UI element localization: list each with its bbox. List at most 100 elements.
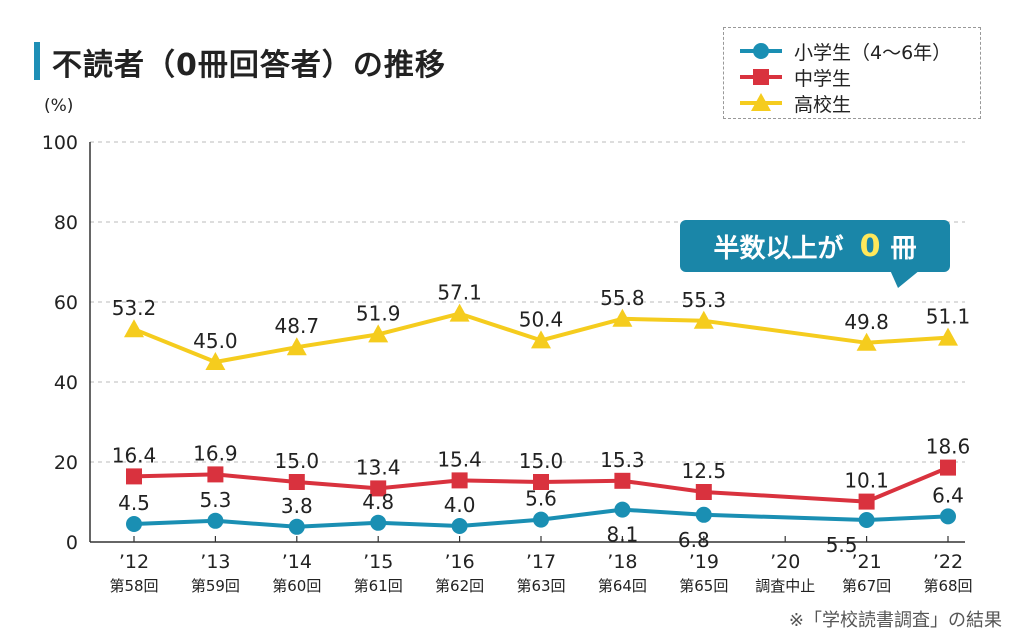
elementary-data-label: 4.0 (444, 493, 476, 517)
high-point (693, 310, 714, 329)
y-tick-label: 100 (42, 132, 78, 154)
middle-point (451, 472, 468, 489)
chart-title: 不読者（0冊回答者）の推移 (52, 48, 446, 83)
x-tick-label-year: ’20 (770, 551, 800, 573)
x-tick-label-year: ’19 (689, 551, 719, 573)
middle-data-label: 15.3 (600, 448, 645, 472)
middle-point (533, 474, 549, 490)
x-tick-label-year: ’17 (526, 551, 556, 573)
elementary-data-label: 5.6 (525, 487, 557, 511)
high-point (612, 308, 633, 327)
middle-point (614, 472, 631, 489)
middle-data-label: 13.4 (356, 455, 401, 479)
x-tick-label-round: 第64回 (598, 577, 647, 595)
legend: 小学生（4〜6年） 中学生 高校生 (723, 27, 981, 119)
elementary-point (126, 516, 142, 532)
y-tick-label: 80 (54, 212, 78, 234)
legend-label-elementary: 小学生（4〜6年） (794, 41, 952, 64)
middle-point (370, 480, 387, 497)
middle-point (288, 474, 305, 490)
x-tick-label-year: ’12 (119, 551, 149, 573)
elementary-point (370, 514, 387, 531)
elementary-point (533, 511, 549, 528)
high-data-label: 45.0 (193, 329, 238, 353)
elementary-data-label: 5.5 (826, 533, 858, 557)
x-tick-label-year: ’18 (607, 551, 637, 573)
middle-data-label: 15.0 (275, 449, 320, 473)
middle-point (858, 493, 875, 510)
elementary-point (940, 508, 956, 525)
high-data-label: 55.3 (682, 288, 727, 312)
y-tick-label: 20 (54, 452, 78, 474)
elementary-data-label: 6.8 (678, 528, 710, 552)
x-tick-label-year: ’22 (933, 551, 963, 573)
x-tick-label-round: 第62回 (435, 577, 484, 595)
x-tick-label-round: 第61回 (354, 577, 403, 595)
middle-data-label: 18.6 (926, 435, 971, 459)
high-data-label: 53.2 (112, 296, 157, 320)
legend-item-elementary: 小学生（4〜6年） (738, 38, 951, 64)
middle-data-label: 16.4 (112, 443, 157, 467)
high-point (938, 327, 958, 346)
elementary-data-label: 8.1 (606, 523, 638, 547)
legend-square-marker-icon (740, 69, 782, 85)
x-tick-label-year: ’21 (851, 551, 881, 573)
high-point (368, 324, 389, 343)
middle-data-label: 12.5 (682, 459, 727, 483)
legend-triangle-marker-icon (740, 93, 782, 111)
x-tick-label-round: 第63回 (516, 577, 565, 595)
callout-zero: 0 (859, 228, 881, 264)
legend-item-high: 高校生 (738, 90, 851, 116)
y-tick-label: 0 (66, 532, 78, 554)
elementary-series-line (133, 507, 949, 529)
y-tick-label: 60 (54, 292, 78, 314)
y-axis-unit: (%) (44, 96, 74, 116)
elementary-point (695, 506, 712, 523)
middle-data-label: 16.9 (193, 441, 238, 465)
elementary-data-label: 5.3 (199, 488, 231, 512)
middle-data-label: 15.4 (437, 447, 482, 471)
elementary-point (614, 501, 631, 518)
high-data-label: 51.1 (926, 305, 971, 329)
callout-pointer (890, 270, 920, 288)
elementary-point (288, 518, 305, 535)
source-note: ※「学校読書調査」の結果 (788, 610, 1002, 631)
elementary-data-label: 4.8 (362, 490, 394, 514)
x-tick-label-round: 第59回 (191, 577, 240, 595)
legend-item-middle: 中学生 (738, 64, 851, 90)
middle-series-line (133, 465, 949, 504)
high-data-label: 57.1 (437, 281, 482, 305)
x-tick-label-round: 第58回 (109, 577, 158, 595)
x-tick-label-year: ’15 (363, 551, 393, 573)
middle-data-label: 10.1 (844, 469, 889, 493)
x-tick-label-round: 第68回 (923, 577, 972, 595)
middle-point (695, 484, 712, 500)
elementary-data-label: 3.8 (281, 494, 313, 518)
x-tick-label-year: ’14 (282, 551, 312, 573)
middle-point (126, 468, 142, 485)
legend-label-middle: 中学生 (794, 67, 852, 90)
x-tick-label-round: 第67回 (842, 577, 891, 595)
high-data-label: 50.4 (519, 307, 564, 331)
high-series-line (133, 311, 949, 364)
high-point (124, 319, 144, 338)
legend-circle-marker-icon (740, 43, 782, 59)
high-data-label: 48.7 (275, 314, 320, 338)
callout-suffix: 冊 (890, 233, 917, 264)
middle-point (940, 459, 956, 476)
high-point (856, 332, 877, 351)
elementary-point (451, 518, 468, 534)
x-tick-label-round: 第60回 (272, 577, 321, 595)
y-tick-label: 40 (54, 372, 78, 394)
callout-prefix: 半数以上が (713, 233, 844, 264)
elementary-point (207, 512, 224, 529)
x-tick-label-round: 調査中止 (755, 577, 815, 595)
title-accent-bar (34, 42, 40, 80)
high-data-label: 55.8 (600, 286, 645, 310)
elementary-data-label: 6.4 (932, 483, 964, 507)
high-data-label: 51.9 (356, 301, 401, 325)
callout-box: 半数以上が 0 冊 (680, 220, 950, 288)
high-data-label: 49.8 (844, 310, 889, 334)
legend-label-high: 高校生 (794, 93, 852, 116)
